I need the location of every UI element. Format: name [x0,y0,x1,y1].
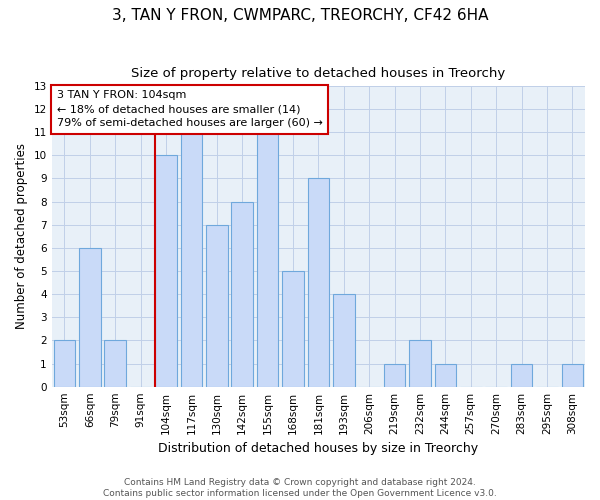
Bar [511,364,532,386]
Bar [282,271,304,386]
Bar [206,224,227,386]
Y-axis label: Number of detached properties: Number of detached properties [15,144,28,330]
Text: Contains HM Land Registry data © Crown copyright and database right 2024.
Contai: Contains HM Land Registry data © Crown c… [103,478,497,498]
Bar [308,178,329,386]
Bar [79,248,101,386]
Bar [155,156,177,386]
Text: 3, TAN Y FRON, CWMPARC, TREORCHY, CF42 6HA: 3, TAN Y FRON, CWMPARC, TREORCHY, CF42 6… [112,8,488,22]
Bar [384,364,406,386]
Bar [181,132,202,386]
X-axis label: Distribution of detached houses by size in Treorchy: Distribution of detached houses by size … [158,442,478,455]
Bar [104,340,126,386]
Bar [53,340,75,386]
Bar [409,340,431,386]
Title: Size of property relative to detached houses in Treorchy: Size of property relative to detached ho… [131,68,505,80]
Bar [434,364,456,386]
Text: 3 TAN Y FRON: 104sqm
← 18% of detached houses are smaller (14)
79% of semi-detac: 3 TAN Y FRON: 104sqm ← 18% of detached h… [57,90,323,128]
Bar [257,132,278,386]
Bar [232,202,253,386]
Bar [562,364,583,386]
Bar [333,294,355,386]
